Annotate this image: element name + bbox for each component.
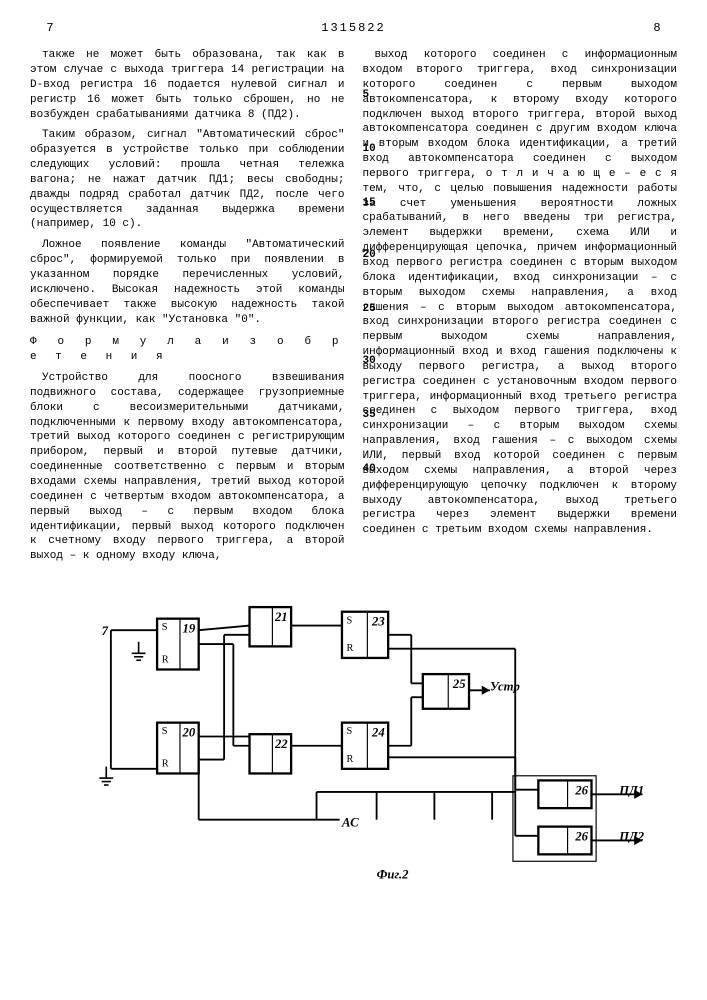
paragraph: выход которого соединен с информационным… — [363, 48, 678, 538]
svg-text:26: 26 — [574, 830, 588, 844]
paragraph: Таким образом, сигнал "Автоматический сб… — [30, 128, 345, 232]
svg-text:R: R — [347, 643, 354, 654]
paragraph: также не может быть образована, так как … — [30, 48, 345, 122]
page-number-right: 8 — [637, 20, 677, 36]
svg-text:25: 25 — [452, 677, 466, 691]
page-number-left: 7 — [30, 20, 70, 36]
svg-text:ПД1: ПД1 — [618, 783, 644, 797]
svg-text:23: 23 — [371, 615, 385, 629]
line-number: 35 — [363, 408, 376, 423]
svg-text:Устр: Устр — [490, 679, 520, 693]
line-number: 5 — [363, 88, 370, 103]
line-number: 20 — [363, 248, 376, 263]
patent-number: 1315822 — [70, 20, 637, 36]
svg-text:19: 19 — [183, 622, 196, 636]
text-columns: также не может быть образована, так как … — [30, 48, 677, 570]
line-number: 10 — [363, 142, 376, 157]
svg-text:26: 26 — [574, 783, 588, 797]
formula-heading: Ф о р м у л а и з о б р е т е н и я — [30, 335, 345, 365]
svg-text:S: S — [347, 615, 353, 626]
paragraph: Устройство для поосного взвешивания подв… — [30, 371, 345, 564]
svg-text:24: 24 — [371, 726, 385, 740]
svg-text:АС: АС — [341, 816, 359, 830]
svg-text:7: 7 — [102, 624, 109, 638]
svg-text:S: S — [162, 622, 168, 633]
right-column: 5 10 15 20 25 30 35 40 выход которого со… — [363, 48, 678, 570]
svg-text:S: S — [162, 726, 168, 737]
line-number: 25 — [363, 302, 376, 317]
svg-text:20: 20 — [182, 726, 196, 740]
svg-text:R: R — [162, 759, 169, 770]
circuit-diagram: 19 S R 20 S R 21 22 23 S R 24 S R 25 26 26 7 Устр АС ПД1 ПД2 Ф… — [30, 584, 677, 896]
svg-text:22: 22 — [274, 737, 288, 751]
line-number: 40 — [363, 462, 376, 477]
page-header: 7 1315822 8 — [30, 20, 677, 36]
svg-text:ПД2: ПД2 — [618, 830, 645, 844]
line-number: 30 — [363, 354, 376, 369]
line-number: 15 — [363, 196, 376, 211]
svg-text:R: R — [347, 754, 354, 765]
svg-text:Фиг.2: Фиг.2 — [377, 868, 410, 882]
paragraph: Ложное появление команды "Автоматический… — [30, 238, 345, 327]
left-column: также не может быть образована, так как … — [30, 48, 345, 570]
svg-text:21: 21 — [274, 610, 288, 624]
svg-text:R: R — [162, 655, 169, 666]
svg-text:S: S — [347, 726, 353, 737]
